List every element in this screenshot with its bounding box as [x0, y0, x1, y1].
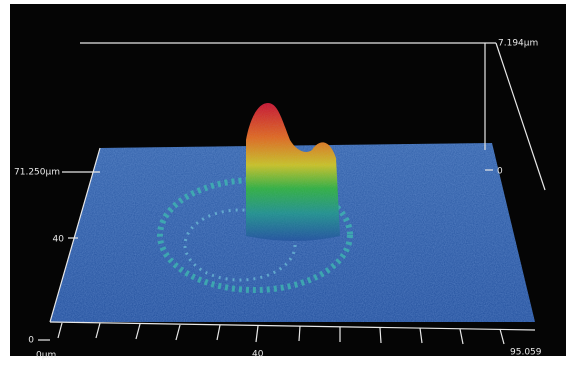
x-tick	[419, 327, 423, 344]
ring-feature-inner	[183, 208, 297, 282]
x-axis	[49, 321, 536, 331]
x-tick	[379, 327, 382, 344]
x-tick	[175, 324, 181, 341]
peak-texture	[246, 103, 340, 241]
y-axis	[49, 147, 101, 323]
z-max-label: 7.194µm	[498, 39, 538, 49]
x-tick	[216, 324, 221, 341]
x-mid-label: 40	[252, 350, 264, 360]
y-max-label: 71.250µm	[14, 168, 60, 178]
y-zero-label: 0	[28, 336, 34, 346]
z-zero-label: 0	[497, 167, 503, 177]
frame	[38, 42, 546, 345]
x-tick	[298, 325, 301, 342]
x-tick	[95, 322, 101, 339]
x-tick	[135, 323, 141, 340]
z-diagonal	[495, 42, 546, 191]
x-tick	[459, 328, 464, 345]
x-tick	[255, 325, 259, 343]
x-max-label: 95.059	[510, 348, 542, 358]
x-tick	[499, 328, 505, 345]
x-zero-label: 0µm	[36, 351, 56, 361]
x-tick	[57, 322, 63, 339]
y-mid-label: 40	[53, 235, 65, 245]
